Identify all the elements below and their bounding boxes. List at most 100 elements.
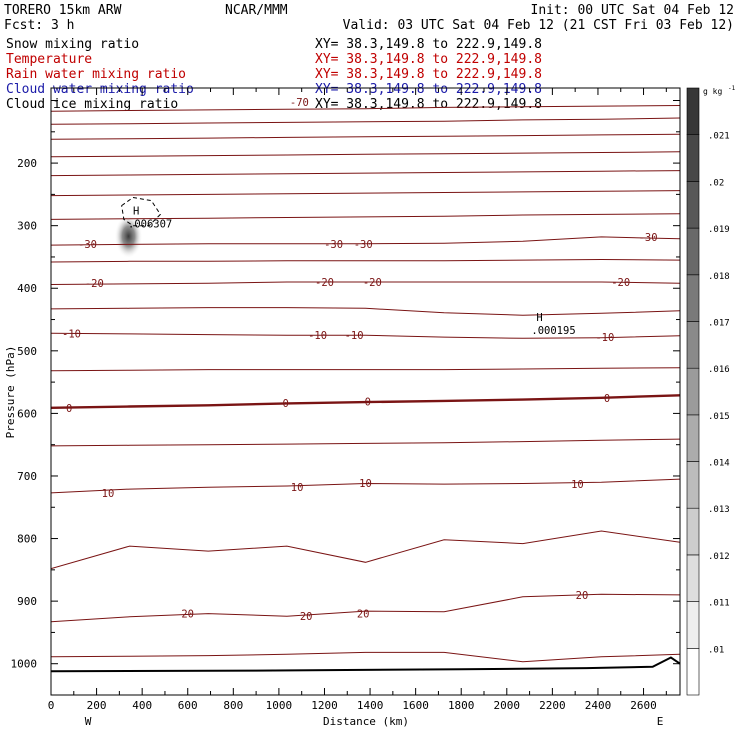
x-axis: 0 200 400 600 800 1000 1200 1400 1600 1800 2000 220…: [48, 88, 667, 712]
colorbar-unit: g kg -1: [703, 85, 736, 96]
x-tick-label: 200: [87, 699, 107, 712]
colorbar-unit-label: g kg: [703, 87, 722, 96]
colorbar-bin: [686, 134, 700, 182]
x-tick-label: 2200: [539, 699, 566, 712]
isotherm-labels: -70 -30 -30 -30 -30 -20 -20 -20 -20 -10 -10 -10 -10 0…: [62, 97, 658, 623]
cloud-ice-contour: [121, 196, 162, 227]
x-tick-label: 2000: [494, 699, 521, 712]
org-title: NCAR/MMM: [225, 3, 288, 18]
isotherm-line: [51, 593, 680, 623]
y-tick-label: 500: [17, 345, 37, 358]
field-name: Temperature: [6, 52, 92, 67]
model-title: TORERO 15km ARW: [4, 3, 122, 18]
terrain-surface: [51, 656, 680, 673]
isotherm-label: 10: [571, 479, 584, 491]
isotherm-label: -10: [308, 330, 327, 342]
colorbar-bin: [686, 367, 700, 416]
field-xy: XY= 38.3,149.8 to 222.9,149.8: [315, 67, 542, 82]
isotherm-line: [51, 438, 680, 447]
x-tick-label: 2600: [630, 699, 657, 712]
field-list: Snow mixing ratio XY= 38.3,149.8 to 222.9…: [6, 37, 542, 112]
colorbar-bin: [686, 87, 700, 136]
isotherm-line: [51, 307, 680, 316]
x-tick-label: 400: [132, 699, 152, 712]
isotherm-label: -10: [345, 330, 364, 342]
isotherm-line: [51, 258, 680, 263]
isotherm-label: 0: [604, 393, 610, 405]
isotherm-line: [51, 478, 680, 494]
x-tick-label: 1200: [311, 699, 338, 712]
isotherm-line: [51, 236, 680, 246]
snow-colorbar: .01 .011 .012 .013 .014 .015 .016 .017 .018 .019.…: [686, 87, 730, 696]
field-xy: XY= 38.3,149.8 to 222.9,149.8: [315, 52, 542, 67]
isotherm-label: -20: [363, 277, 382, 289]
plot-frame: [50, 87, 681, 696]
x-tick-label: 2400: [585, 699, 612, 712]
colorbar-bin: [686, 414, 700, 462]
colorbar-label: .016: [708, 365, 730, 375]
colorbar-bin: [686, 554, 700, 602]
extremum-value: .000195: [531, 325, 575, 337]
colorbar-label: .015: [708, 412, 730, 422]
init-time: Init: 00 UTC Sat 04 Feb 12: [531, 3, 735, 18]
isotherm-line: [51, 133, 680, 140]
colorbar-label: .017: [708, 319, 730, 329]
isotherm-label: -10: [595, 332, 614, 344]
colorbar-bin: [686, 507, 700, 556]
x-tick-label: 1600: [402, 699, 429, 712]
isotherm-label: 10: [291, 482, 304, 494]
isotherm-line: [51, 213, 680, 220]
isotherm-label: -30: [354, 239, 373, 251]
freezing-isotherm: [51, 394, 680, 409]
colorbar-bin: [686, 227, 700, 276]
field-name: Cloud ice mixing ratio: [6, 97, 178, 112]
east-label: E: [657, 715, 664, 728]
isotherm-label: -20: [85, 278, 104, 290]
isotherm-label: 10: [359, 478, 372, 490]
extremum-value: .006307: [128, 218, 172, 230]
isotherm-label: -20: [611, 277, 630, 289]
temperature-isotherms: [51, 105, 680, 663]
isotherm-label: -30: [78, 239, 97, 251]
y-tick-label: 600: [17, 407, 37, 420]
field-xy: XY= 38.3,149.8 to 222.9,149.8: [315, 97, 542, 112]
field-xy: XY= 38.3,149.8 to 222.9,149.8: [315, 37, 542, 52]
colorbar-bin: [686, 321, 700, 369]
isotherm-label: 0: [283, 398, 289, 410]
isotherm-label: 0: [365, 397, 371, 409]
field-xy: XY= 38.3,149.8 to 222.9,149.8: [315, 82, 542, 97]
isotherm-line: [51, 332, 680, 339]
x-axis-label: Distance (km): [323, 715, 409, 728]
colorbar-bin: [686, 647, 700, 696]
isotherm-label: -30: [639, 232, 658, 244]
isotherm-line: [51, 367, 680, 372]
isotherm-line: [51, 170, 680, 177]
x-tick-label: 800: [223, 699, 243, 712]
x-tick-label: 1800: [448, 699, 475, 712]
isotherm-line: [51, 651, 680, 663]
x-tick-label: 600: [178, 699, 198, 712]
west-label: W: [85, 715, 92, 728]
field-name: Snow mixing ratio: [6, 37, 139, 52]
colorbar-label: .014: [708, 459, 730, 469]
isotherm-label: 0: [66, 403, 72, 415]
isotherm-label: -20: [315, 277, 334, 289]
colorbar-bin: [686, 461, 700, 509]
isotherm-label: -70: [290, 97, 309, 109]
isotherm-label: -30: [324, 239, 343, 251]
isotherm-label: -10: [62, 328, 81, 340]
colorbar-bin: [686, 181, 700, 229]
x-tick-label: 0: [48, 699, 55, 712]
x-tick-label: 1400: [357, 699, 384, 712]
isotherm-label: 20: [576, 590, 589, 602]
colorbar-bin: [686, 601, 700, 649]
y-tick-label: 200: [17, 157, 37, 170]
isotherm-line: [51, 117, 680, 125]
valid-time: Valid: 03 UTC Sat 04 Feb 12 (21 CST Fri …: [343, 18, 734, 33]
colorbar-bin: [686, 274, 700, 322]
colorbar-label: .01: [708, 645, 724, 655]
field-name: Rain water mixing ratio: [6, 67, 186, 82]
